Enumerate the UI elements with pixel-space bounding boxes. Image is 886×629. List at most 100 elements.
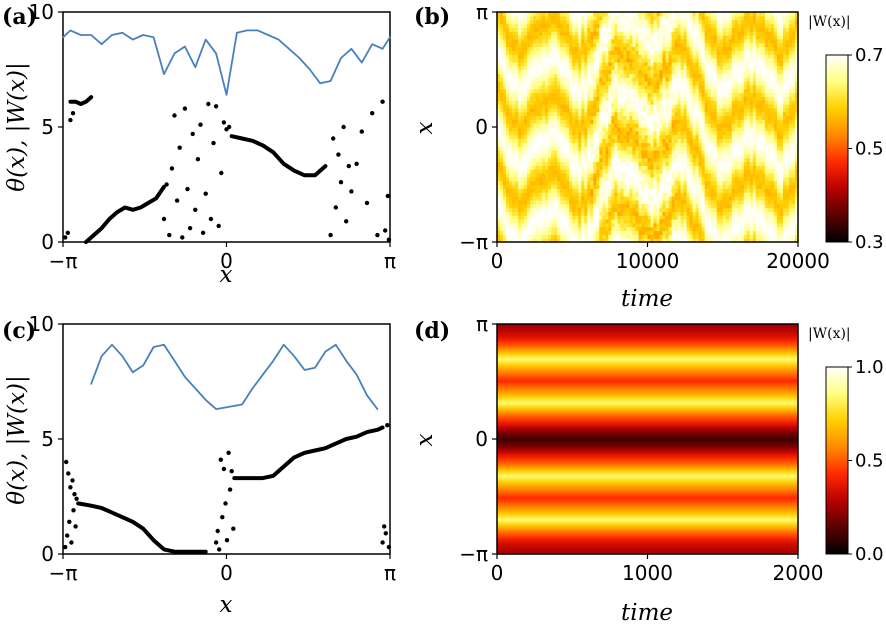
heatmap-cell (596, 153, 600, 159)
heatmap-cell (560, 77, 564, 82)
heatmap-cell (512, 150, 516, 155)
heatmap-cell (557, 188, 561, 193)
heatmap-cell (635, 31, 640, 36)
heatmap-cell (530, 100, 534, 105)
heatmap-cell (644, 161, 649, 166)
heatmap-cell (536, 104, 540, 109)
heatmap-cell (608, 234, 612, 239)
heatmap-cell (596, 15, 600, 21)
heatmap-cell (533, 192, 537, 197)
heatmap-cell (710, 96, 715, 101)
heatmap-cell (584, 42, 588, 48)
heatmap-cell (500, 199, 504, 205)
heatmap-cell (734, 215, 739, 220)
heatmap-cell (641, 153, 646, 159)
heatmap-cell (734, 61, 739, 67)
heatmap-cell (671, 111, 676, 117)
heatmap-cell (710, 88, 715, 94)
heatmap-cell (719, 138, 724, 143)
theta-scatter-point (216, 223, 221, 229)
heatmap-cell (560, 192, 564, 197)
heatmap-cell (572, 46, 576, 51)
heatmap-cell (608, 142, 612, 147)
heatmap-cell (560, 219, 564, 224)
heatmap-cell (680, 130, 685, 136)
heatmap-cell (638, 15, 643, 21)
heatmap-cell (569, 107, 573, 113)
heatmap-cell (671, 73, 676, 78)
heatmap-cell (533, 31, 537, 36)
heatmap-cell (542, 88, 546, 94)
heatmap-cell (509, 176, 513, 182)
heatmap-cell (683, 180, 688, 186)
heatmap-cell (548, 81, 552, 86)
heatmap-cell (653, 150, 658, 155)
heatmap-cell (515, 203, 519, 209)
heatmap-cell (719, 222, 724, 228)
heatmap-cell (719, 54, 724, 59)
heatmap-cell (521, 100, 525, 105)
heatmap-cell (512, 188, 516, 193)
heatmap-cell (701, 42, 706, 48)
heatmap-cell (707, 146, 712, 151)
heatmap-cell (668, 38, 673, 44)
heatmap-cell (620, 73, 625, 78)
heatmap-cell (527, 96, 531, 101)
heatmap-cell (713, 192, 718, 197)
heatmap-cell (662, 230, 667, 235)
heatmap-cell (572, 42, 576, 48)
heatmap-cell (686, 188, 691, 193)
heatmap-cell (515, 27, 519, 32)
heatmap-cell (713, 88, 718, 94)
heatmap-cell (728, 115, 733, 120)
heatmap-cell (671, 19, 676, 25)
heatmap-cell (701, 19, 706, 25)
heatmap-cell (725, 169, 730, 174)
heatmap-cell (560, 12, 564, 17)
heatmap-cell (704, 69, 709, 74)
heatmap-cell (596, 196, 600, 201)
heatmap-cell (560, 199, 564, 205)
heatmap-cell (644, 238, 649, 243)
heatmap-cell (524, 138, 528, 143)
heatmap-cell (545, 188, 549, 193)
heatmap-cell (728, 207, 733, 212)
heatmap-cell (665, 84, 670, 90)
heatmap-cell (587, 226, 591, 232)
heatmap-cell (719, 123, 724, 128)
heatmap-cell (674, 27, 679, 32)
heatmap-cell (530, 234, 534, 239)
heatmap-cell (719, 165, 724, 170)
heatmap-cell (530, 138, 534, 143)
heatmap-cell (518, 211, 522, 216)
heatmap-cell (581, 123, 585, 128)
heatmap-cell (620, 104, 625, 109)
heatmap-cell (515, 157, 519, 163)
heatmap-cell (671, 188, 676, 193)
heatmap-cell (668, 69, 673, 74)
heatmap-cell (566, 188, 570, 193)
heatmap-cell (617, 19, 622, 25)
heatmap-cell (605, 12, 609, 17)
heatmap-cell (557, 196, 561, 201)
heatmap-cell (716, 142, 721, 147)
heatmap-cell (533, 69, 537, 74)
heatmap-cell (608, 104, 612, 109)
heatmap-cell (527, 127, 531, 132)
heatmap-cell (500, 230, 504, 235)
heatmap-cell (554, 119, 558, 124)
heatmap-cell (734, 23, 739, 28)
heatmap-cell (500, 23, 504, 28)
heatmap-cell (575, 219, 579, 224)
heatmap-cell (548, 211, 552, 216)
heatmap-cell (731, 38, 736, 44)
heatmap-cell (689, 130, 694, 136)
heatmap-cell (578, 111, 582, 117)
heatmap-cell (737, 107, 742, 113)
heatmap-cell (650, 123, 655, 128)
theta-scatter-point (180, 235, 185, 240)
heatmap-cell (683, 88, 688, 94)
heatmap-cell (716, 38, 721, 44)
heatmap-cell (677, 65, 682, 71)
heatmap-cell (668, 215, 673, 220)
